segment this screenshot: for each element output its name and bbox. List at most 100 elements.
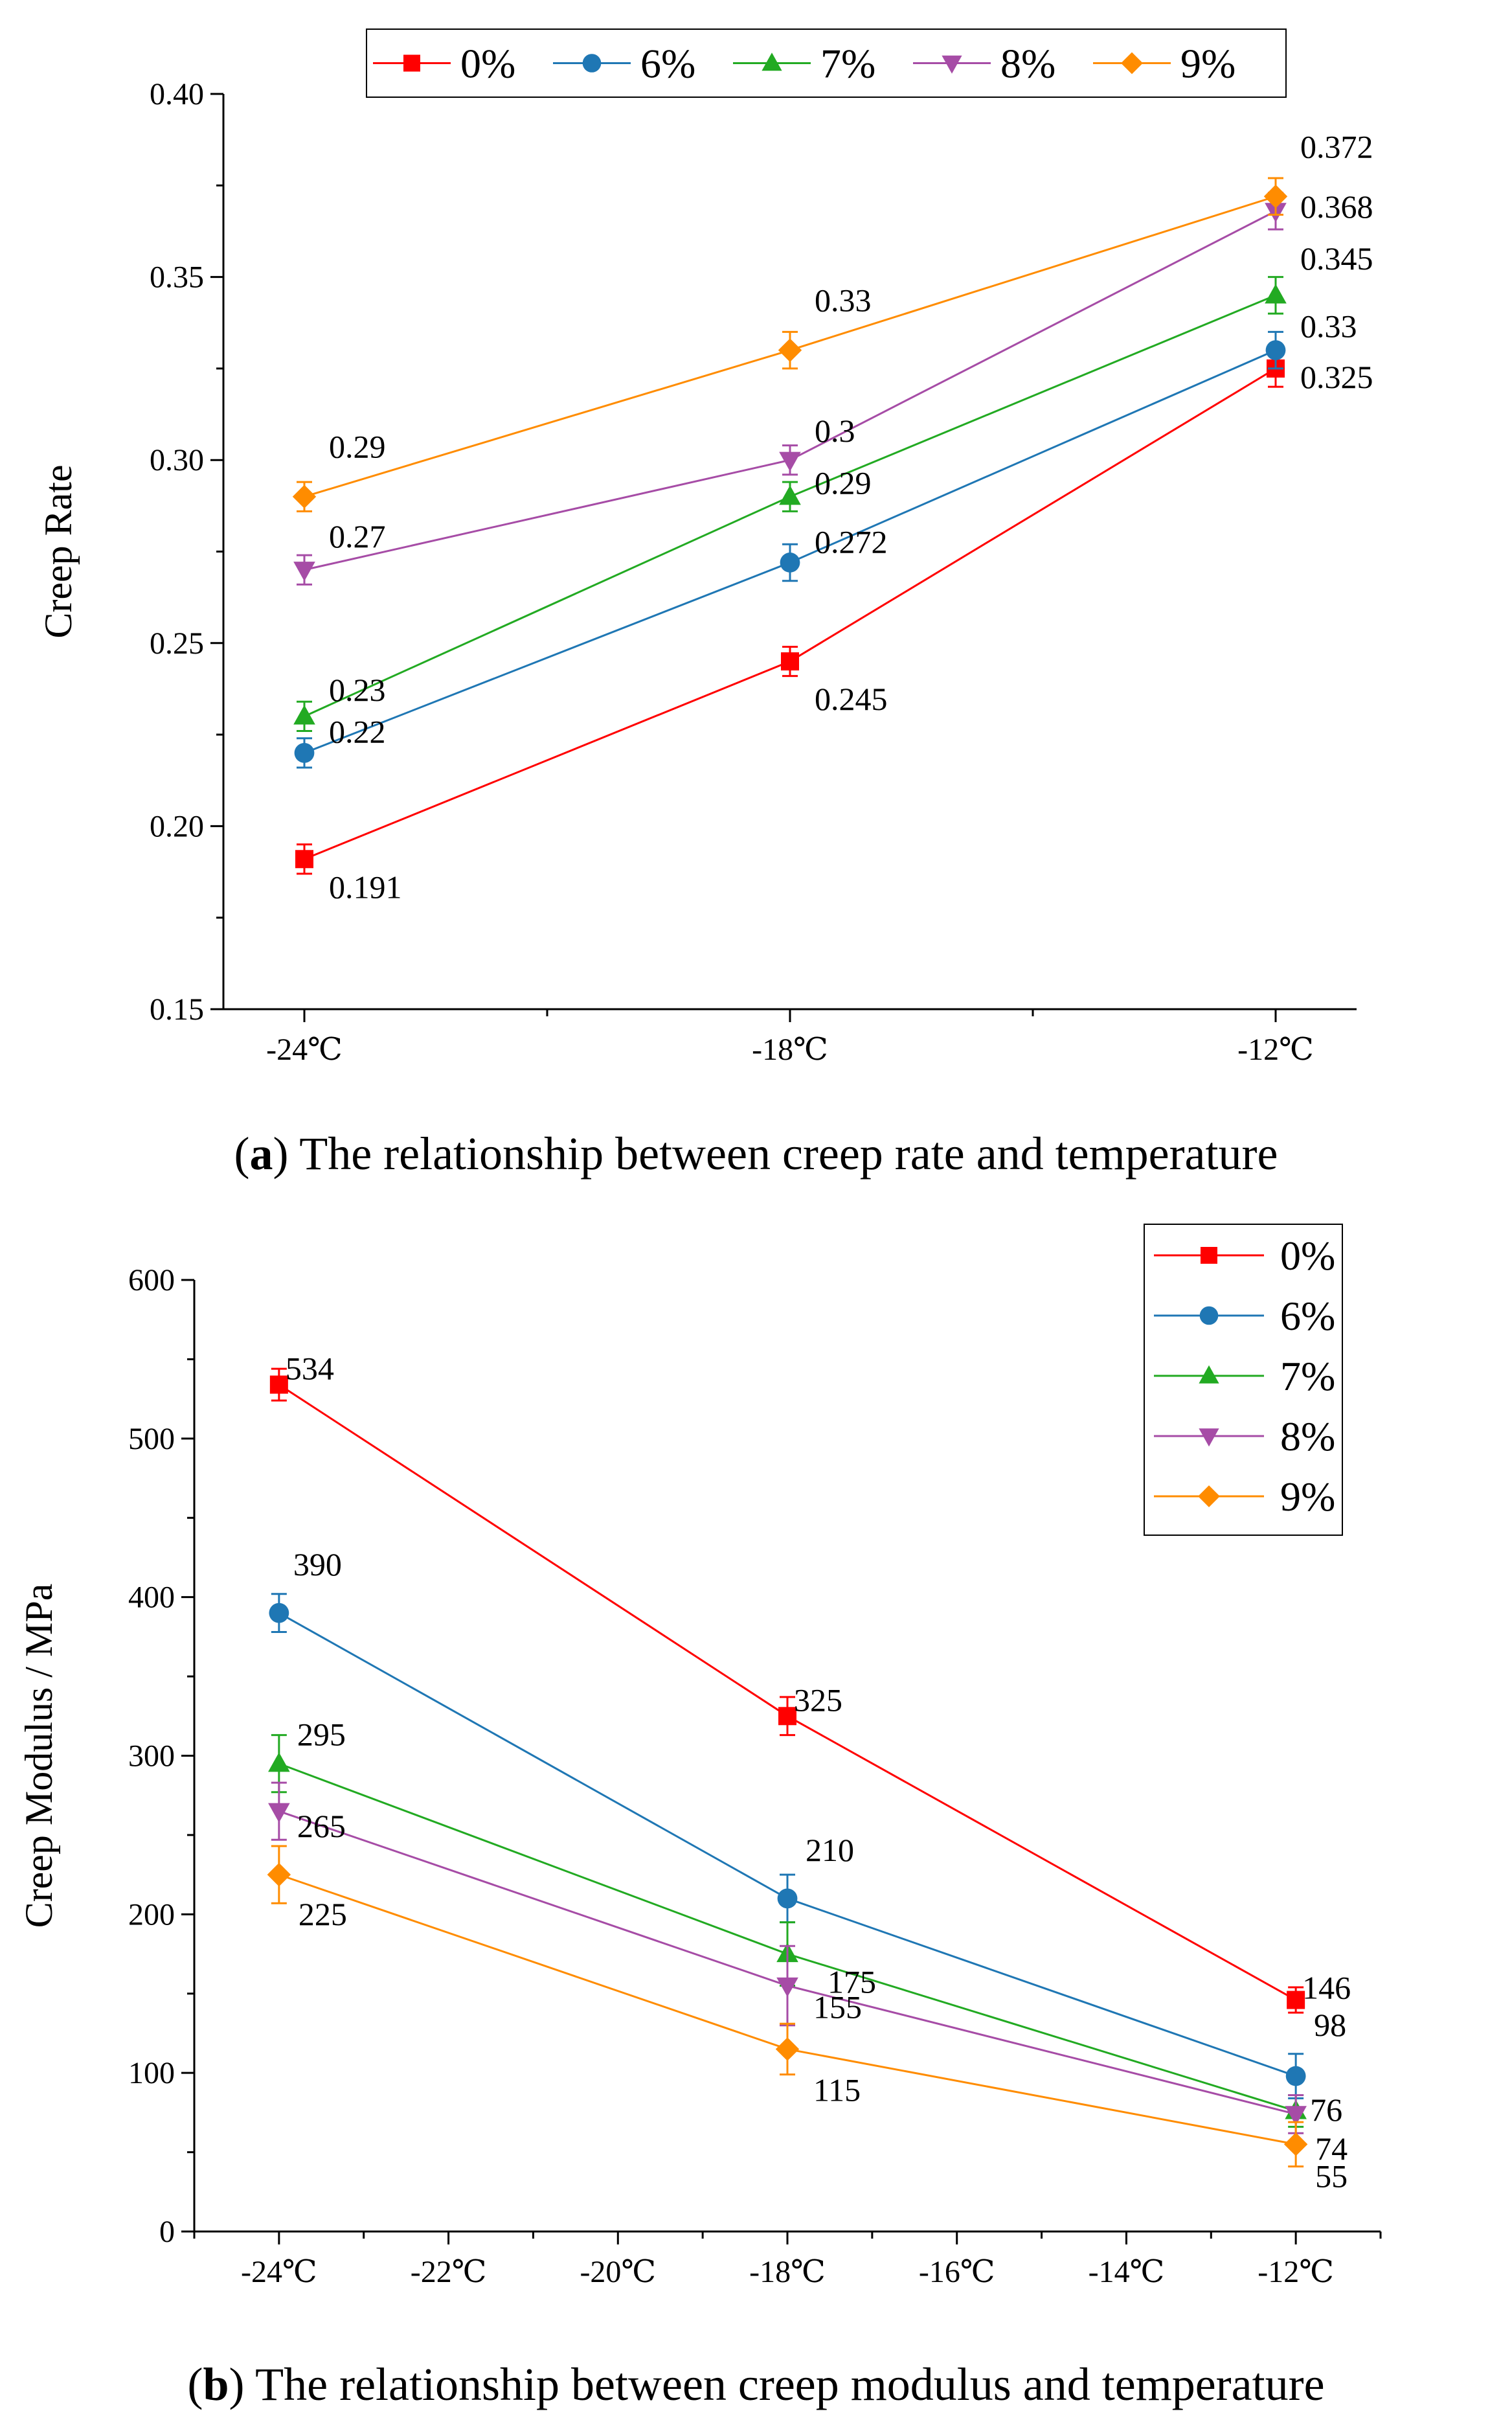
data-label: 76: [1310, 2092, 1342, 2128]
data-label: 0.23: [329, 672, 386, 708]
y-tick-label: 300: [128, 1739, 175, 1774]
y-axis-label: Creep Modulus / MPa: [17, 1584, 60, 1928]
caption-b: (b) The relationship between creep modul…: [0, 2358, 1512, 2412]
y-tick-label: 100: [128, 2056, 175, 2090]
data-point: [267, 1863, 291, 1886]
data-point: [1286, 2066, 1306, 2086]
legend-marker: [1201, 1247, 1217, 1264]
data-label: 0.191: [329, 869, 402, 905]
legend-label: 9%: [1280, 1474, 1335, 1520]
x-tick-label: -24℃: [241, 2255, 317, 2289]
caption-a-letter: a: [250, 1128, 273, 1180]
legend-label: 0%: [460, 41, 515, 87]
x-tick-label: -12℃: [1258, 2255, 1334, 2289]
y-tick-label: 0.15: [150, 992, 204, 1027]
data-label: 115: [813, 2071, 861, 2108]
chart-b-creep-modulus: 0 100 200 300 400 500 600 -24℃ -22℃ -20℃ -18℃ -16℃ -…: [0, 1192, 1512, 2371]
data-label: 325: [794, 1682, 842, 1718]
x-tick-label: -18℃: [749, 2255, 826, 2289]
series-7pct: 295 175 76: [268, 1717, 1342, 2128]
legend-label: 7%: [820, 41, 875, 87]
data-label: 265: [297, 1808, 346, 1844]
data-point: [779, 485, 801, 505]
legend-label: 9%: [1180, 41, 1236, 87]
data-point: [781, 652, 799, 670]
data-point: [778, 1888, 798, 1908]
caption-a-text: The relationship between creep rate and …: [289, 1128, 1278, 1180]
x-tick-label: -24℃: [266, 1033, 343, 1067]
legend-label: 8%: [1000, 41, 1055, 87]
y-tick-label: 0.40: [150, 77, 204, 111]
y-tick-label: 0: [159, 2215, 175, 2249]
data-point: [1265, 284, 1287, 303]
chart-b-plot: 0 100 200 300 400 500 600 -24℃ -22℃ -20℃ -18℃ -16℃ -…: [17, 1224, 1381, 2289]
series-line: [304, 369, 1276, 859]
legend-label: 6%: [1280, 1293, 1335, 1339]
legend-marker: [583, 54, 602, 73]
chart-a-plot: 0.15 0.20 0.25 0.30 0.35 0.40 -24℃ -18℃ -12℃ Cree…: [37, 29, 1373, 1067]
data-label: 0.33: [815, 282, 872, 319]
data-label: 295: [297, 1717, 346, 1753]
data-label: 0.3: [815, 413, 855, 449]
data-label: 0.368: [1300, 188, 1373, 225]
series-line: [304, 211, 1276, 570]
legend: 0% 6% 7% 8% 9%: [1144, 1224, 1342, 1535]
data-point: [293, 705, 315, 724]
data-point: [293, 485, 316, 508]
x-tick-label: -18℃: [752, 1033, 828, 1067]
x-tick-label: -22℃: [411, 2255, 487, 2289]
data-label: 55: [1315, 2158, 1348, 2194]
y-tick-label: 400: [128, 1581, 175, 1615]
y-tick-label: 0.30: [150, 443, 204, 477]
data-label: 0.29: [329, 429, 386, 465]
data-label: 534: [286, 1351, 334, 1387]
data-label: 0.245: [815, 681, 888, 717]
data-point: [1266, 340, 1286, 360]
data-label: 225: [299, 1896, 347, 1932]
legend-label: 6%: [640, 41, 695, 87]
y-tick-label: 0.20: [150, 809, 204, 843]
legend-label: 8%: [1280, 1413, 1335, 1459]
legend-marker: [403, 55, 420, 72]
data-point: [293, 562, 315, 581]
x-tick-label: -12℃: [1237, 1033, 1314, 1067]
data-point: [295, 743, 315, 763]
data-label: 0.272: [815, 523, 888, 560]
data-label: 146: [1302, 1970, 1351, 2006]
data-point: [778, 338, 802, 361]
series-9pct: 225 115 55: [267, 1846, 1348, 2194]
data-point: [268, 1752, 290, 1772]
legend-marker: [1200, 1307, 1219, 1325]
x-tick-label: -14℃: [1089, 2255, 1165, 2289]
x-tick-label: -20℃: [580, 2255, 656, 2289]
data-label: 390: [293, 1546, 342, 1582]
legend-label: 7%: [1280, 1353, 1335, 1399]
data-label: 98: [1314, 2007, 1346, 2043]
data-label: 0.27: [329, 518, 386, 554]
series-9pct: 0.29 0.33 0.372: [293, 128, 1373, 511]
y-tick-label: 500: [128, 1422, 175, 1456]
caption-b-text: The relationship between creep modulus a…: [244, 2358, 1324, 2410]
data-label: 0.22: [329, 713, 386, 749]
data-label: 0.29: [815, 465, 872, 501]
data-point: [295, 850, 313, 868]
y-axis-label: Creep Rate: [37, 464, 80, 638]
legend: 0% 6% 7% 8% 9%: [367, 29, 1286, 97]
chart-a-creep-rate: 0.15 0.20 0.25 0.30 0.35 0.40 -24℃ -18℃ -12℃ Cree…: [0, 0, 1512, 1101]
data-point: [269, 1603, 289, 1623]
y-tick-label: 0.25: [150, 626, 204, 661]
x-tick-label: -16℃: [919, 2255, 995, 2289]
data-label: 210: [806, 1832, 854, 1868]
legend-label: 0%: [1280, 1233, 1335, 1279]
data-label: 0.372: [1300, 128, 1373, 165]
caption-b-letter: b: [203, 2358, 229, 2410]
data-point: [1284, 2132, 1307, 2156]
data-label: 0.345: [1300, 240, 1373, 277]
data-point: [780, 553, 800, 573]
y-tick-label: 0.35: [150, 260, 204, 295]
data-label: 0.33: [1300, 308, 1357, 345]
caption-a: (a) The relationship between creep rate …: [0, 1127, 1512, 1181]
data-label: 0.325: [1300, 359, 1373, 395]
data-label: 155: [813, 1989, 862, 2026]
series-6pct: 390 210 98: [269, 1546, 1346, 2098]
